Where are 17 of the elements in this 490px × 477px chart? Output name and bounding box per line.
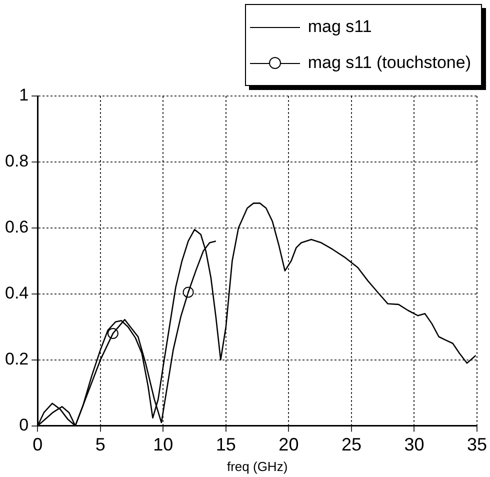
x-tick-label: 25 [341,434,362,455]
x-tick-label: 5 [95,434,106,455]
x-axis-title: freq (GHz) [226,458,288,474]
y-tick-label: 0.6 [4,218,29,237]
y-tick-label: 0.4 [4,284,29,303]
x-tick-label: 0 [32,434,43,455]
legend-label: mag s11 (touchstone) [308,53,471,73]
y-tick-label: 0.2 [4,350,29,369]
x-tick-label: 30 [404,434,424,455]
legend-label: mag s11 [308,17,372,37]
x-tick-label: 20 [278,434,299,455]
y-tick-label: 1 [19,86,29,105]
y-tick-label: 0.8 [4,152,29,171]
x-tick-label: 10 [153,434,174,455]
x-tick-label: 15 [216,434,236,455]
y-tick-label: 0 [19,415,29,434]
x-tick-label: 35 [466,434,488,455]
